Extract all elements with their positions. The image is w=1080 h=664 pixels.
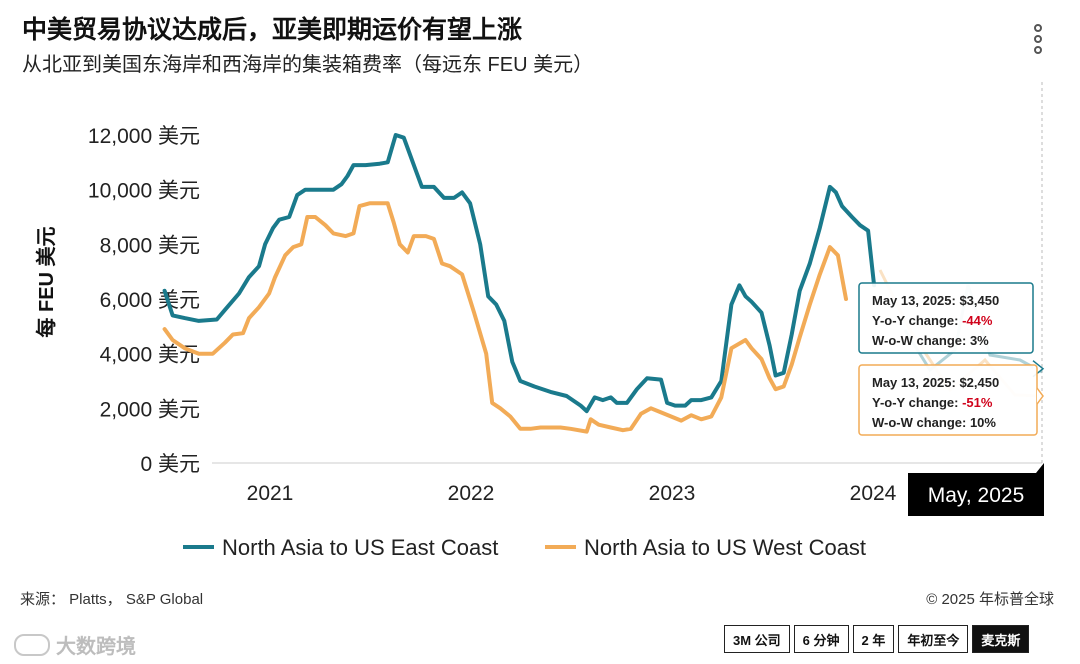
chart-menu-button[interactable] <box>1028 24 1048 60</box>
chart-subtitle: 从北亚到美国东海岸和西海岸的集装箱费率（每远东 FEU 美元） <box>22 54 594 76</box>
line-chart: 0 美元 2,000 美元 4,000 美元 6,000 美元 8,000 美元 10,0… <box>34 82 1045 560</box>
menu-dot-icon <box>1034 24 1042 32</box>
copyright-note: © 2025 年标普全球 <box>926 591 1054 608</box>
x-tick-label: 2022 <box>448 482 495 505</box>
tooltip-line: May 13, 2025: $2,450 <box>872 375 999 390</box>
tooltip-line: W-o-W change: 3% <box>872 333 989 348</box>
range-button-0[interactable]: 3M 公司 <box>724 625 790 653</box>
x-tick-label: 2021 <box>247 482 294 505</box>
source-note: 来源： Platts， S&P Global <box>20 591 204 608</box>
y-tick-label: 4,000 美元 <box>100 344 200 367</box>
series-line-east <box>162 133 877 414</box>
y-tick-label: 8,000 美元 <box>100 234 200 257</box>
tooltip-pointer <box>1036 387 1044 405</box>
watermark-text: 大数跨境 <box>56 636 136 658</box>
legend-label-west: North Asia to US West Coast <box>584 535 866 560</box>
x-tick-label: 2023 <box>649 482 696 505</box>
range-button-3[interactable]: 年初至今 <box>898 625 969 653</box>
menu-dot-icon <box>1034 46 1042 54</box>
tooltip-line: May 13, 2025: $3,450 <box>872 293 999 308</box>
y-tick-label: 6,000 美元 <box>100 289 200 312</box>
tooltip-box <box>858 282 1034 354</box>
watermark-logo-icon <box>14 633 50 656</box>
legend-label-east: North Asia to US East Coast <box>222 535 498 560</box>
crosshair-label-box <box>908 473 1044 516</box>
y-tick-label: 2,000 美元 <box>100 398 200 421</box>
range-button-4[interactable]: 麦克斯 <box>972 625 1030 653</box>
y-tick-label: 10,000 美元 <box>88 180 200 203</box>
y-axis-label: 每 FEU 美元 <box>34 226 58 337</box>
tooltip-line: Y-o-Y change: -51% <box>872 395 993 410</box>
tooltip-1: May 13, 2025: $2,450 Y-o-Y change: -51% W-… <box>858 364 1044 436</box>
menu-dot-icon <box>1034 35 1042 43</box>
series-line-west <box>162 201 848 434</box>
crosshair-x-label: May, 2025 <box>928 484 1025 507</box>
watermark: 大数跨境 <box>14 630 136 659</box>
tooltip-line: Y-o-Y change: -44% <box>872 313 993 328</box>
y-tick-label: 12,000 美元 <box>88 125 200 148</box>
chart-title: 中美贸易协议达成后，亚美即期运价有望上涨 <box>22 16 523 44</box>
range-button-2[interactable]: 2 年 <box>852 625 895 653</box>
range-selector: 3M 公司 6 分钟 2 年年初至今 麦克斯 <box>724 625 1030 653</box>
crosshair-label-pointer <box>1036 463 1044 473</box>
tooltip-0: May 13, 2025: $3,450 Y-o-Y change: -44% W-… <box>858 282 1045 378</box>
range-button-1[interactable]: 6 分钟 <box>793 625 849 653</box>
y-tick-label: 0 美元 <box>140 453 200 476</box>
x-tick-label: 2024 <box>850 482 897 505</box>
tooltip-line: W-o-W change: 10% <box>872 415 996 430</box>
